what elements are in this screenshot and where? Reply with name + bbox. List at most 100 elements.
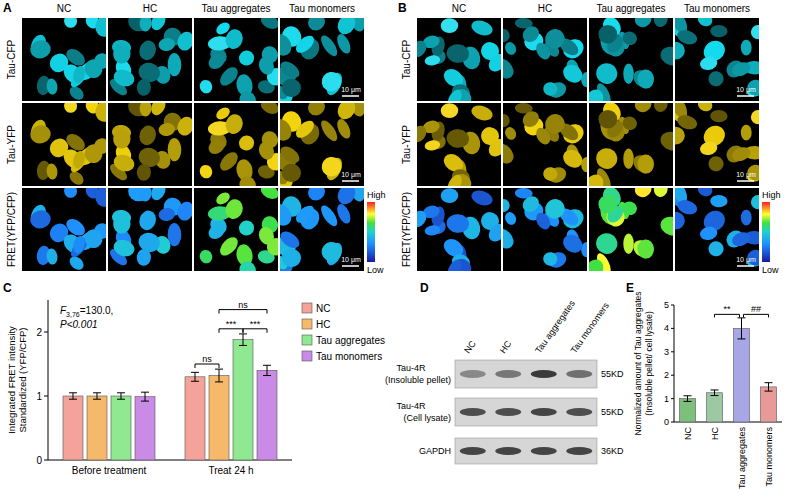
figure: ANCHCTau aggregatesTau monomersTau-CFP10… (0, 0, 787, 499)
scale-bar (737, 180, 754, 182)
sig-label: ns (238, 300, 248, 310)
cell (71, 235, 86, 255)
sig-bracket (195, 364, 219, 368)
cell (305, 103, 328, 119)
cell (280, 58, 302, 81)
cells (589, 18, 673, 101)
cell (334, 202, 353, 225)
cell (485, 51, 501, 75)
row-label: FRET(YFP/CFP) (6, 192, 17, 267)
stat-rest: =130.0, (80, 305, 114, 316)
legend-label: NC (316, 303, 330, 314)
cell (111, 67, 136, 89)
column-head: HC (143, 3, 157, 14)
cell (637, 154, 655, 174)
cells (417, 18, 501, 101)
cell (707, 155, 725, 173)
cell (113, 214, 132, 235)
lane-label: Tau monomers (569, 300, 612, 355)
cell (503, 29, 510, 42)
cells (198, 103, 278, 186)
cell (334, 32, 353, 55)
cells (589, 103, 673, 186)
cell (589, 171, 607, 186)
micro-image (503, 188, 587, 271)
blot-label: (Cell lysate) (403, 413, 451, 423)
colorbar-label: High (762, 190, 781, 200)
legend-label: Tau monomers (316, 351, 382, 362)
sig-bracket (744, 314, 769, 317)
category-label: Treat 24 h (208, 465, 253, 476)
cell (469, 188, 494, 208)
cell (485, 221, 501, 245)
error-line (687, 396, 688, 402)
scale-label: 10 μm (341, 171, 361, 179)
cells (108, 188, 192, 268)
lane-label: HC (498, 338, 514, 355)
error-cap (684, 401, 692, 402)
scale-bar (342, 265, 359, 267)
cell (520, 193, 543, 215)
blot-label: GAPDH (419, 446, 451, 456)
cell (139, 18, 152, 32)
column-head: NC (57, 3, 71, 14)
error-cap (711, 395, 719, 396)
micro-image (108, 18, 192, 101)
error-bar (215, 369, 223, 382)
cells (28, 18, 106, 101)
cells (280, 188, 364, 271)
cell (175, 29, 192, 53)
cells (28, 188, 106, 271)
cell (111, 152, 136, 174)
error-cap (711, 389, 719, 390)
error-cap (215, 369, 223, 370)
micro-image (675, 18, 759, 101)
cell (137, 249, 152, 266)
blot-label: Tau-4R (396, 363, 426, 373)
cell (632, 18, 654, 30)
cells (198, 18, 278, 101)
error-cap (141, 401, 149, 402)
bar (185, 377, 205, 460)
error-line (768, 383, 769, 391)
cell (417, 208, 430, 231)
cell (560, 146, 586, 171)
cell (589, 256, 607, 271)
cell (71, 65, 86, 85)
lane-label: NC (462, 338, 478, 355)
cell (424, 139, 441, 152)
error-cap (263, 365, 271, 366)
cell (520, 108, 543, 130)
cell (257, 140, 277, 162)
cell (730, 230, 752, 249)
colorbar-label: Low (762, 265, 779, 275)
cell (424, 54, 441, 67)
cell (334, 18, 358, 37)
micro-image (194, 18, 278, 101)
size-label: 36KD (601, 446, 624, 456)
cell (446, 128, 470, 149)
colorbar-label: Low (367, 265, 384, 275)
legend-swatch (302, 303, 312, 313)
cell (751, 195, 759, 209)
error-cap (765, 391, 773, 392)
cell (621, 30, 638, 47)
cell (158, 37, 176, 52)
cell (446, 213, 470, 234)
sig-bracket (219, 310, 267, 314)
micro-image (22, 188, 106, 271)
cell (593, 60, 620, 86)
error-line (145, 392, 146, 401)
micro-image (194, 103, 278, 186)
micro-image (22, 103, 106, 186)
sig-label: *** (250, 319, 261, 329)
cell (469, 103, 494, 123)
cell (281, 248, 301, 267)
error-line (121, 393, 122, 399)
bar (233, 340, 253, 460)
error-cap (93, 392, 101, 393)
error-cap (738, 317, 746, 318)
cell (64, 188, 78, 198)
cell (46, 163, 59, 180)
micro-image (675, 103, 759, 186)
